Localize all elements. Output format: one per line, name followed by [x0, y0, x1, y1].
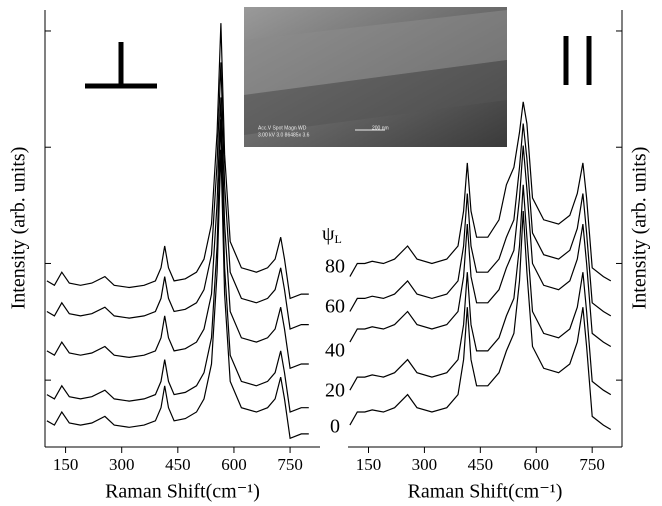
series-label: 20: [325, 380, 345, 402]
x-axis-label: Raman Shift(cm⁻¹): [105, 481, 260, 503]
x-tick-label: 600: [524, 455, 550, 474]
spectrum-line: [46, 62, 309, 330]
spectrum-line: [349, 184, 612, 396]
x-tick-label: 150: [53, 455, 79, 474]
y-axis-label: Intensity (arb. units): [8, 147, 30, 310]
legend-title-symbol: ψ: [322, 223, 335, 245]
spectrum-line: [349, 123, 612, 317]
spectrum-line: [46, 119, 309, 413]
series-label: 0: [330, 416, 340, 438]
y-axis-label: Intensity (arb. units): [629, 147, 651, 310]
inset-caption: 200 nm: [372, 125, 389, 131]
spectrum-line: [349, 145, 612, 348]
x-tick-label: 750: [277, 455, 303, 474]
series-label: 60: [325, 296, 345, 318]
inset-caption: 3.00 kV 3.0 86485x 3.6: [258, 132, 310, 138]
series-label: 80: [325, 256, 345, 278]
x-tick-label: 150: [356, 455, 382, 474]
parallel-symbol: [563, 36, 592, 85]
legend-title-subscript: L: [335, 232, 342, 246]
legend-title: ψL: [322, 223, 342, 246]
x-tick-label: 750: [579, 455, 605, 474]
spectrum-line: [349, 101, 612, 282]
inset-image: [244, 7, 507, 147]
spectrum-line: [46, 23, 309, 300]
spectrum-line: [349, 210, 612, 431]
x-tick-label: 450: [468, 455, 494, 474]
x-tick-label: 300: [109, 455, 135, 474]
spectrum-line: [46, 149, 309, 440]
x-tick-label: 300: [412, 455, 438, 474]
x-tick-label: 600: [221, 455, 247, 474]
x-tick-label: 450: [165, 455, 191, 474]
x-axis-label: Raman Shift(cm⁻¹): [408, 481, 563, 503]
series-label: 40: [325, 340, 345, 362]
inset-caption: Acc.V Spot Magn WD: [258, 125, 307, 131]
spectrum-line: [46, 97, 309, 370]
perpendicular-symbol: [85, 42, 157, 89]
